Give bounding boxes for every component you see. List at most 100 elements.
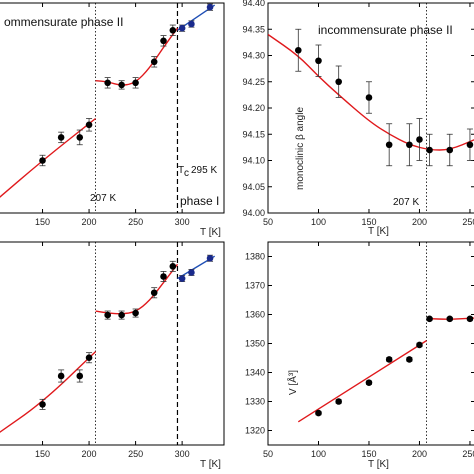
x-tick-label: 50 [263, 217, 273, 227]
data-point [365, 379, 373, 386]
data-point [160, 37, 167, 45]
data-point [426, 146, 433, 154]
data-point [315, 57, 322, 65]
fit-line [95, 27, 179, 86]
data-point [406, 356, 413, 363]
data-point [294, 46, 302, 54]
data-point [118, 81, 125, 89]
panel-top-right: 50 100 150 200 250 94.00 94.05 94.10 94.15 94.20 9… [242, 0, 474, 227]
top-right-xlabel: T [K] [368, 226, 389, 237]
y-tick-label: 94.35 [242, 24, 265, 34]
x-tick-label: 150 [361, 449, 376, 459]
fit-line [297, 340, 427, 423]
x-tick-label: 200 [412, 449, 427, 459]
panel-top-left: 150 200 250 300 [0, 2, 225, 227]
data-point [85, 121, 93, 129]
data-point [39, 157, 46, 164]
top-left-xlabel: T [K] [200, 227, 221, 238]
top-left-phase-label: ommensurate phase II [4, 15, 123, 29]
data-point [150, 289, 158, 297]
x-tick-label: 50 [263, 449, 273, 459]
x-tick-label: 150 [35, 217, 50, 227]
x-tick-label: 150 [361, 217, 376, 227]
fit-line [0, 351, 97, 433]
data-point [446, 146, 454, 154]
bottom-right-xlabel: T [K] [368, 459, 389, 470]
top-left-tc-subscript: c [184, 168, 189, 179]
data-point [104, 79, 111, 87]
data-point [169, 27, 177, 34]
y-tick-label: 94.00 [242, 208, 265, 218]
x-tick-label: 250 [462, 217, 474, 227]
x-tick-label: 300 [175, 217, 190, 227]
y-tick-label: 94.05 [242, 182, 265, 192]
data-point [446, 315, 454, 323]
top-right-ylabel: monoclinic β angle [295, 107, 306, 190]
data-point [57, 134, 65, 141]
data-point [335, 78, 342, 86]
data-point [76, 134, 84, 141]
panel-bottom-right: 50 100 150 200 250 1320 1330 1340 1350 1360 1370 13… [245, 241, 474, 459]
x-tick-label: 150 [35, 449, 50, 459]
y-tick-label: 94.15 [242, 129, 265, 139]
x-tick-label: 200 [82, 217, 97, 227]
data-point [206, 254, 214, 262]
data-point [365, 94, 373, 101]
data-point [335, 398, 342, 405]
plot-area [0, 3, 216, 213]
top-right-207k-label: 207 K [393, 197, 419, 208]
data-point [118, 311, 125, 319]
y-tick-label: 1320 [245, 426, 265, 436]
data-point [416, 136, 423, 143]
panel-bottom-left: 150 200 250 300 [0, 241, 225, 459]
data-point [315, 409, 322, 417]
y-tick-label: 94.20 [242, 103, 265, 113]
y-tick-label: 94.40 [242, 0, 265, 8]
data-point [76, 372, 84, 380]
y-tick-label: 94.30 [242, 51, 265, 61]
plot-area [297, 242, 474, 445]
data-point [39, 401, 46, 408]
plot-frame [0, 241, 225, 446]
plot-area [268, 3, 474, 213]
top-left-phase1-label: phase I [180, 194, 219, 208]
top-left-tc-label: T [178, 165, 184, 176]
fit-line [177, 255, 216, 280]
x-tick-label: 100 [311, 217, 326, 227]
y-tick-label: 1330 [245, 397, 265, 407]
data-point [169, 263, 177, 270]
data-point [426, 315, 433, 323]
x-tick-label: 250 [128, 217, 143, 227]
y-tick-label: 1360 [245, 310, 265, 320]
plot-frame [267, 241, 474, 446]
top-left-207k-label: 207 K [90, 193, 116, 204]
data-point [206, 3, 214, 11]
fit-line [0, 117, 97, 198]
top-right-phase-label: incommensurate phase II [318, 23, 453, 37]
x-tick-label: 100 [311, 449, 326, 459]
data-point [150, 58, 158, 66]
bottom-left-xlabel: T [K] [200, 459, 221, 470]
data-point [406, 141, 413, 149]
data-point [466, 315, 474, 323]
data-point [178, 24, 186, 32]
y-tick-label: 1350 [245, 339, 265, 349]
data-point [132, 79, 139, 87]
data-point [178, 275, 186, 282]
plot-area [0, 242, 216, 445]
bottom-right-ylabel: V [Å³] [286, 370, 299, 395]
data-point [104, 311, 111, 319]
x-tick-label: 200 [82, 449, 97, 459]
y-tick-label: 1340 [245, 368, 265, 378]
y-tick-label: 94.25 [242, 77, 265, 87]
data-point [385, 141, 393, 149]
top-left-295k-label: 295 K [191, 165, 217, 176]
data-point [466, 141, 474, 149]
data-point [57, 372, 65, 380]
x-tick-label: 200 [412, 217, 427, 227]
y-tick-label: 1380 [245, 252, 265, 262]
x-tick-label: 300 [175, 449, 190, 459]
data-point [416, 341, 423, 349]
data-point [160, 273, 167, 280]
